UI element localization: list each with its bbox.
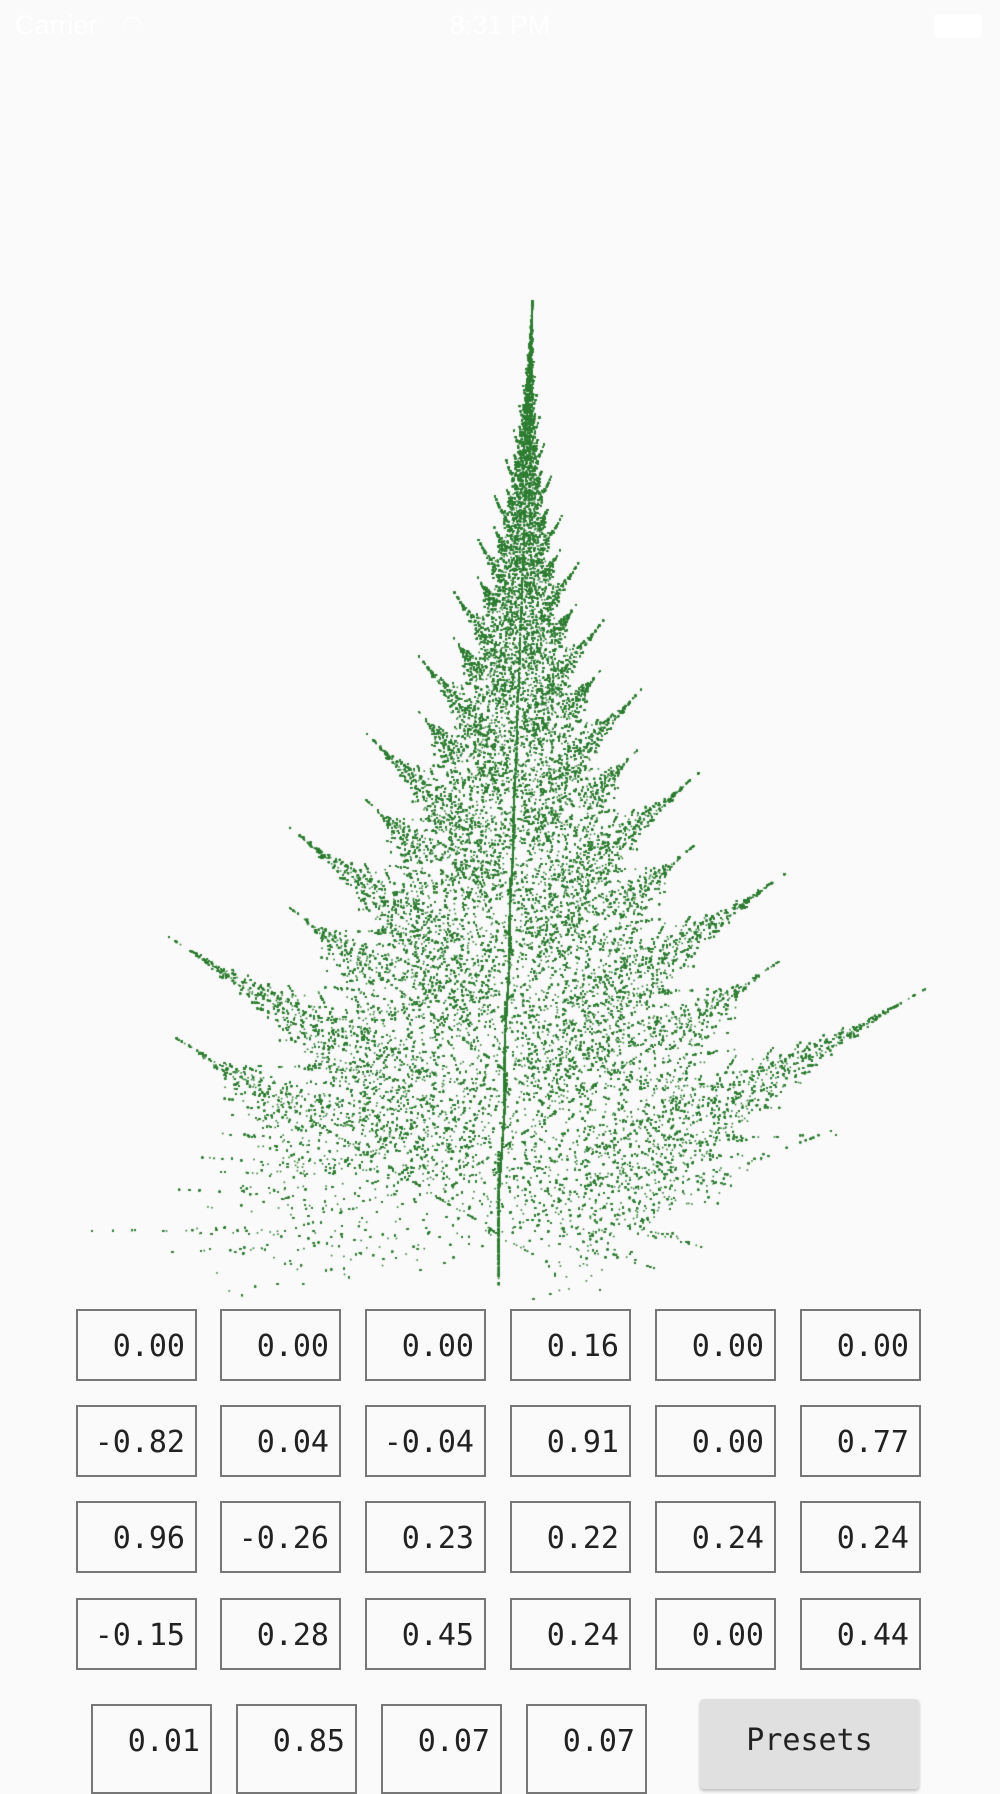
coefficient-input[interactable]: 0.91 <box>510 1405 631 1477</box>
probability-input[interactable]: 0.01 <box>91 1704 212 1794</box>
status-bar: Carrier ◠ 8:31 PM <box>0 0 1000 50</box>
fern-fractal-canvas <box>0 50 1000 1310</box>
coefficient-input[interactable]: 0.24 <box>800 1501 921 1573</box>
coefficient-input[interactable]: 0.00 <box>76 1309 197 1381</box>
coefficient-input[interactable]: 0.44 <box>800 1598 921 1670</box>
coefficient-input[interactable]: 0.00 <box>800 1309 921 1381</box>
coefficient-input[interactable]: 0.00 <box>220 1309 341 1381</box>
probability-input[interactable]: 0.85 <box>236 1704 357 1794</box>
coefficient-input[interactable]: 0.16 <box>510 1309 631 1381</box>
coefficient-input[interactable]: -0.82 <box>76 1405 197 1477</box>
coefficient-input[interactable]: 0.00 <box>365 1309 486 1381</box>
coefficient-input[interactable]: 0.22 <box>510 1501 631 1573</box>
battery-icon <box>934 14 982 38</box>
coefficient-input[interactable]: -0.15 <box>76 1598 197 1670</box>
coefficient-input[interactable]: -0.26 <box>220 1501 341 1573</box>
coefficient-input[interactable]: 0.00 <box>655 1405 776 1477</box>
coefficient-input[interactable]: 0.24 <box>510 1598 631 1670</box>
wifi-icon: ◠ <box>122 11 143 38</box>
presets-button[interactable]: Presets <box>700 1699 919 1789</box>
coefficient-input[interactable]: 0.00 <box>655 1598 776 1670</box>
coefficient-input[interactable]: 0.28 <box>220 1598 341 1670</box>
coefficient-input[interactable]: 0.23 <box>365 1501 486 1573</box>
coefficient-input[interactable]: 0.04 <box>220 1405 341 1477</box>
coefficient-input[interactable]: 0.24 <box>655 1501 776 1573</box>
coefficient-input[interactable]: 0.96 <box>76 1501 197 1573</box>
coefficient-input[interactable]: -0.04 <box>365 1405 486 1477</box>
probability-input[interactable]: 0.07 <box>381 1704 502 1794</box>
status-time: 8:31 PM <box>449 10 551 40</box>
coefficient-input[interactable]: 0.45 <box>365 1598 486 1670</box>
probability-input[interactable]: 0.07 <box>526 1704 647 1794</box>
coefficient-input[interactable]: 0.00 <box>655 1309 776 1381</box>
coefficient-input[interactable]: 0.77 <box>800 1405 921 1477</box>
carrier-label: Carrier <box>15 10 98 40</box>
